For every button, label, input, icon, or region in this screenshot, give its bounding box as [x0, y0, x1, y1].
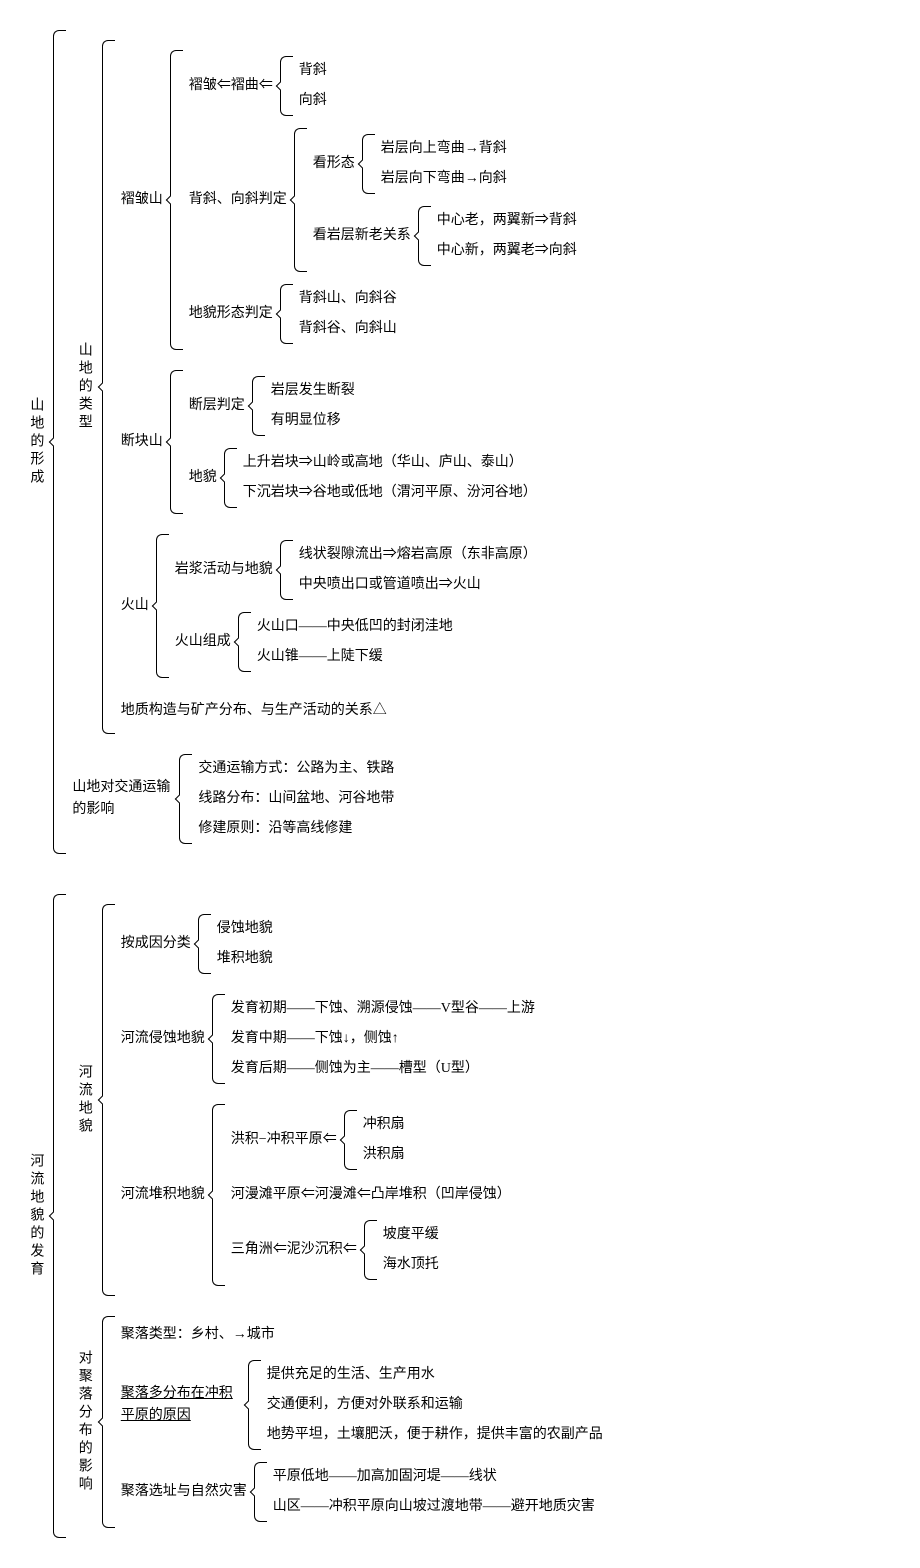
age-b: 中心新，两翼老⇒向斜 — [433, 240, 581, 262]
shape-a: 岩层向上弯曲→背斜 — [377, 138, 511, 160]
erosion-b: 发育中期——下蚀↓，侧蚀↑ — [227, 1028, 403, 1050]
hj-b: 洪积扇 — [359, 1144, 409, 1166]
root-mountain-label: 山地的形成 — [20, 397, 50, 487]
fault-label: 断块山 — [117, 431, 167, 453]
river-landform: 河流地貌 按成因分类 侵蚀地貌 堆积地貌 河流侵蚀地貌 — [68, 904, 606, 1296]
erosion-a: 发育初期——下蚀、溯源侵蚀——V型谷——上游 — [227, 998, 539, 1020]
shape-label: 看形态 — [309, 153, 359, 175]
fault-mountain: 断块山 断层判定 岩层发生断裂 有明显位移 — [117, 370, 581, 514]
settle-site-b: 山区——冲积平原向山坡过渡地带——避开地质灾害 — [269, 1496, 599, 1518]
fold-landform-label: 地貌形态判定 — [185, 303, 277, 325]
shape-b: 岩层向下弯曲→向斜 — [377, 168, 511, 190]
settle-label: 对聚落分布的影响 — [68, 1350, 98, 1494]
transport-a: 交通运输方式：公路为主、铁路 — [194, 758, 398, 780]
fold-judge: 背斜、向斜判定 看形态 岩层向上弯曲→背斜 岩层向下弯曲→向斜 — [185, 128, 581, 272]
fault-judge-label: 断层判定 — [185, 395, 249, 417]
volcano-label: 火山 — [117, 595, 153, 617]
volcano: 火山 岩浆活动与地貌 线状裂隙流出⇒熔岩高原（东非高原） 中央喷出口或管道喷出⇒… — [117, 534, 581, 678]
erosion-c: 发育后期——侧蚀为主——槽型（U型） — [227, 1058, 483, 1080]
delta-label: 三角洲⇐泥沙沉积⇐ — [227, 1239, 361, 1261]
fold-label: 褶皱山 — [117, 189, 167, 211]
volcano-act-label: 岩浆活动与地貌 — [171, 559, 277, 581]
geology-note: 地质构造与矿产分布、与生产活动的关系△ — [117, 700, 391, 722]
settle-reason-b: 交通便利，方便对外联系和运输 — [263, 1394, 467, 1416]
age-label: 看岩层新老关系 — [309, 225, 415, 247]
settle-reason-a: 提供充足的生活、生产用水 — [263, 1364, 439, 1386]
fold-def-b: 向斜 — [295, 90, 331, 112]
fold-judge-label: 背斜、向斜判定 — [185, 189, 291, 211]
erosion-label: 河流侵蚀地貌 — [117, 1028, 209, 1050]
age-a: 中心老，两翼新⇒背斜 — [433, 210, 581, 232]
fault-landform-b: 下沉岩块⇒谷地或低地（渭河平原、汾河谷地） — [239, 482, 541, 504]
root-river-label: 河流地貌的发育 — [20, 1153, 50, 1279]
fold-def-a: 背斜 — [295, 60, 331, 82]
transport: 山地对交通运输的影响 交通运输方式：公路为主、铁路 线路分布：山间盆地、河谷地带… — [68, 754, 580, 844]
hj-a: 冲积扇 — [359, 1114, 409, 1136]
volcano-act-b: 中央喷出口或管道喷出⇒火山 — [295, 574, 485, 596]
fold-def: 褶皱⇐褶曲⇐ 背斜 向斜 — [185, 56, 581, 116]
settle-site-a: 平原低地——加高加固河堤——线状 — [269, 1466, 501, 1488]
fold-landform-b: 背斜谷、向斜山 — [295, 318, 401, 340]
fold-landform-a: 背斜山、向斜谷 — [295, 288, 401, 310]
class-a: 侵蚀地貌 — [213, 918, 277, 940]
river-landform-label: 河流地貌 — [68, 1064, 98, 1136]
volcano-comp-b: 火山锥——上陡下缓 — [253, 646, 387, 668]
mountain-types: 山地的类型 褶皱山 褶皱⇐褶曲⇐ 背斜 — [68, 40, 580, 734]
section-mountain: 山地的形成 山地的类型 褶皱山 褶皱⇐褶曲⇐ — [20, 30, 900, 854]
fold-landform: 地貌形态判定 背斜山、向斜谷 背斜谷、向斜山 — [185, 284, 581, 344]
class-label: 按成因分类 — [117, 933, 195, 955]
settlement: 对聚落分布的影响 聚落类型：乡村、→城市 聚落多分布在冲积平原的原因 提供充足的… — [68, 1316, 606, 1528]
fold-mountain: 褶皱山 褶皱⇐褶曲⇐ 背斜 向斜 — [117, 50, 581, 350]
volcano-comp-label: 火山组成 — [171, 631, 235, 653]
settle-type: 聚落类型：乡村、→城市 — [117, 1324, 279, 1346]
fold-def-pre: 褶皱⇐褶曲⇐ — [185, 75, 277, 97]
delta-b: 海水顶托 — [379, 1254, 443, 1276]
volcano-comp-a: 火山口——中央低凹的封闭洼地 — [253, 616, 457, 638]
fault-judge-a: 岩层发生断裂 — [267, 380, 359, 402]
deposit-label: 河流堆积地貌 — [117, 1184, 209, 1206]
fault-landform-label: 地貌 — [185, 467, 221, 489]
hm: 河漫滩平原⇐河漫滩⇐凸岸堆积（凹岸侵蚀） — [227, 1184, 515, 1206]
volcano-act-a: 线状裂隙流出⇒熔岩高原（东非高原） — [295, 544, 541, 566]
section-river: 河流地貌的发育 河流地貌 按成因分类 侵蚀地貌 堆积地貌 — [20, 894, 900, 1538]
transport-b: 线路分布：山间盆地、河谷地带 — [194, 788, 398, 810]
hj-label: 洪积−冲积平原⇐ — [227, 1129, 341, 1151]
settle-reason-c: 地势平坦，土壤肥沃，便于耕作，提供丰富的农副产品 — [263, 1424, 607, 1446]
delta-a: 坡度平缓 — [379, 1224, 443, 1246]
settle-reason-label: 聚落多分布在冲积平原的原因 — [117, 1383, 245, 1428]
class-b: 堆积地貌 — [213, 948, 277, 970]
mountain-types-label: 山地的类型 — [68, 342, 98, 432]
outline-tree: 山地的形成 山地的类型 褶皱山 褶皱⇐褶曲⇐ — [20, 30, 900, 1538]
transport-c: 修建原则：沿等高线修建 — [194, 818, 356, 840]
transport-label: 山地对交通运输的影响 — [68, 777, 176, 822]
fault-judge-b: 有明显位移 — [267, 410, 345, 432]
fault-landform-a: 上升岩块⇒山岭或高地（华山、庐山、泰山） — [239, 452, 527, 474]
settle-site-label: 聚落选址与自然灾害 — [117, 1481, 251, 1503]
